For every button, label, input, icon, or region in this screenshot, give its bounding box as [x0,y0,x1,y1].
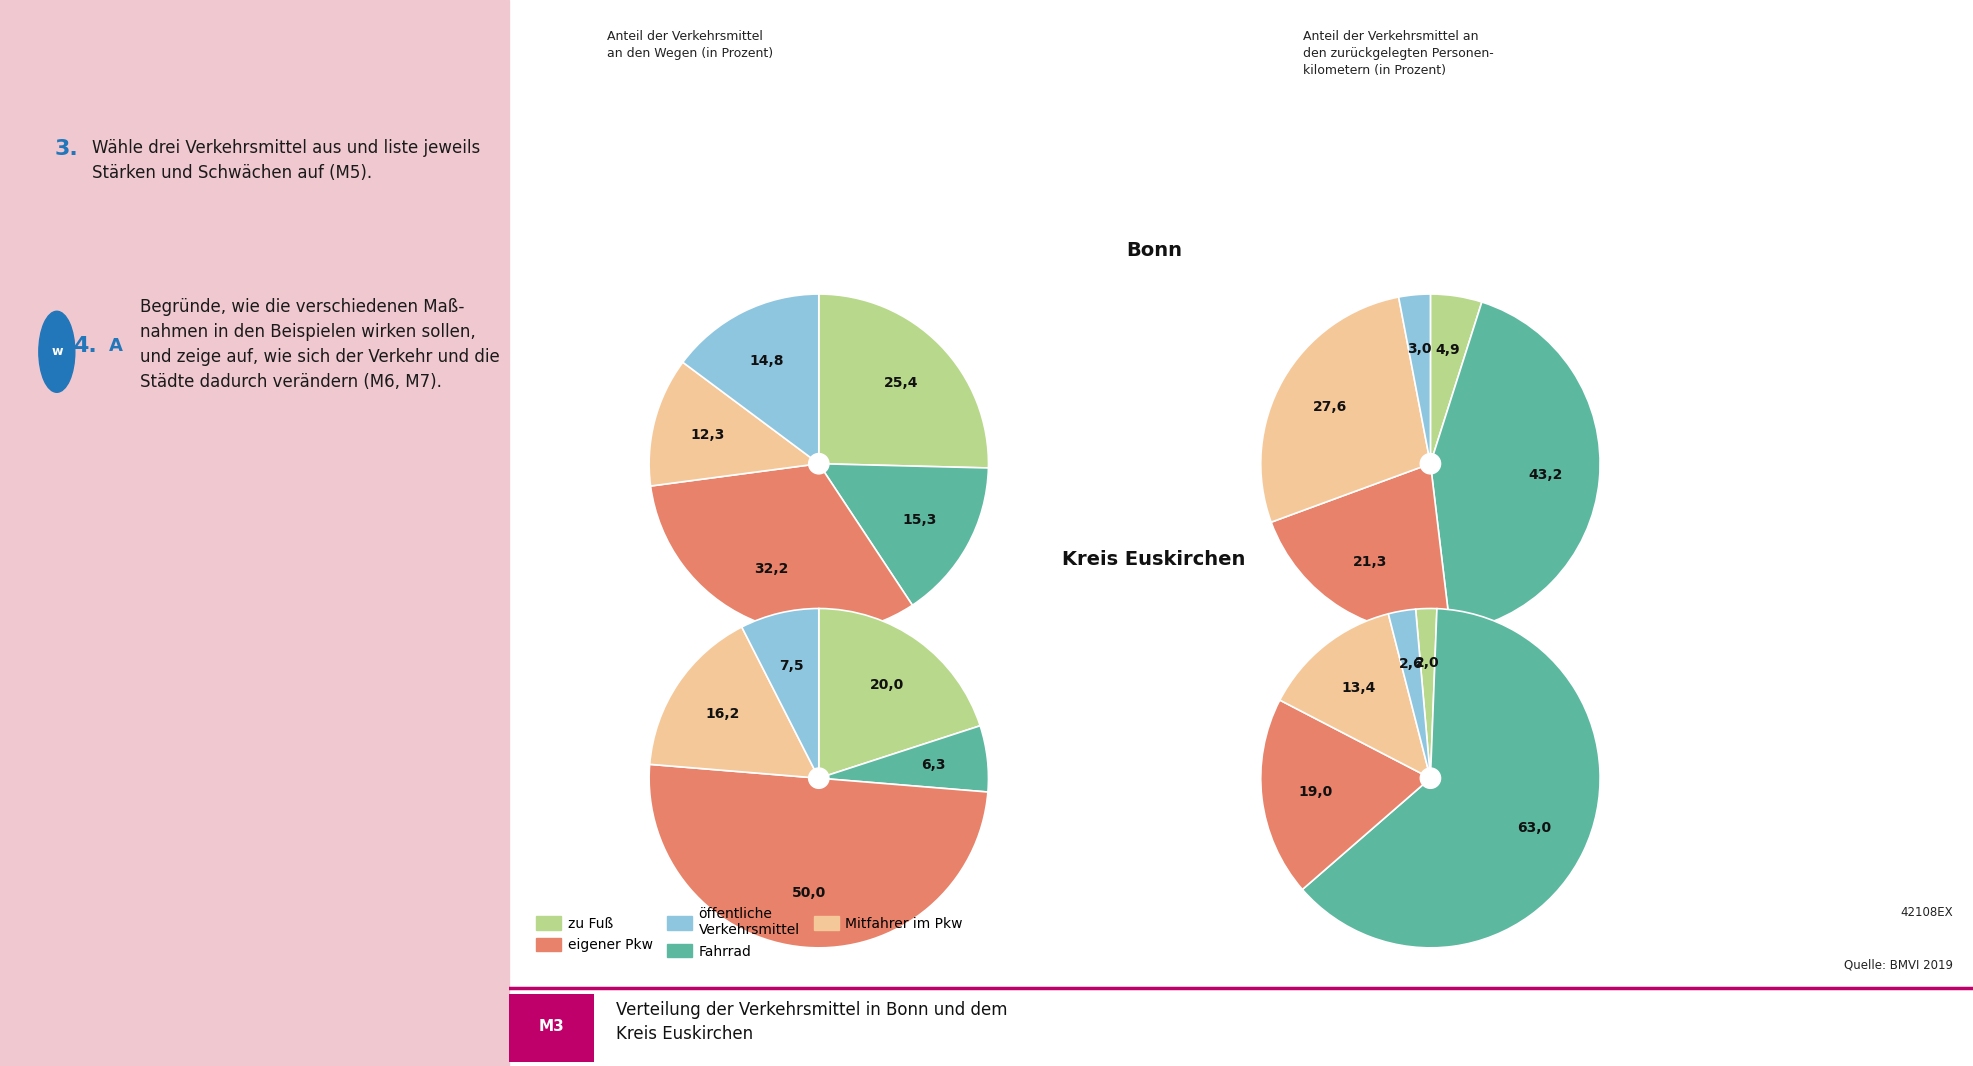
Text: Anteil der Verkehrsmittel
an den Wegen (in Prozent): Anteil der Verkehrsmittel an den Wegen (… [608,30,773,60]
Text: 42108EX: 42108EX [1900,906,1953,919]
Text: Verteilung der Verkehrsmittel in Bonn und dem
Kreis Euskirchen: Verteilung der Verkehrsmittel in Bonn un… [616,1001,1008,1043]
Legend: zu Fuß, eigener Pkw, öffentliche
Verkehrsmittel, Fahrrad, Mitfahrer im Pkw: zu Fuß, eigener Pkw, öffentliche Verkehr… [537,907,963,958]
Text: 21,3: 21,3 [1353,555,1387,569]
Text: Wähle drei Verkehrsmittel aus und liste jeweils
Stärken und Schwächen auf (M5).: Wähle drei Verkehrsmittel aus und liste … [93,139,481,181]
Text: A: A [109,338,122,355]
Text: 15,3: 15,3 [902,513,937,527]
Wedge shape [683,294,819,464]
Circle shape [809,453,829,474]
Wedge shape [819,464,988,605]
Text: 27,6: 27,6 [1312,400,1348,414]
Text: Begründe, wie die verschiedenen Maß-
nahmen in den Beispielen wirken sollen,
und: Begründe, wie die verschiedenen Maß- nah… [140,298,499,391]
Wedge shape [1430,294,1482,464]
Text: 2,6: 2,6 [1399,658,1423,672]
Text: 19,0: 19,0 [1298,785,1334,798]
Wedge shape [649,627,819,778]
Wedge shape [1389,609,1430,778]
Wedge shape [1261,700,1430,889]
Wedge shape [1399,294,1430,464]
Text: 12,3: 12,3 [691,427,724,441]
Text: w: w [51,345,63,358]
Text: Bonn: Bonn [1127,241,1182,260]
Wedge shape [1302,609,1600,948]
Text: 20,0: 20,0 [870,678,904,692]
Circle shape [1421,768,1440,789]
Text: 2,0: 2,0 [1415,656,1440,669]
Text: 32,2: 32,2 [754,562,787,576]
Text: 25,4: 25,4 [884,376,919,390]
Wedge shape [1271,464,1450,633]
Text: 7,5: 7,5 [779,659,805,673]
Circle shape [39,311,75,392]
Wedge shape [649,764,988,948]
Text: Quelle: BMVI 2019: Quelle: BMVI 2019 [1845,958,1953,971]
Text: 14,8: 14,8 [750,354,785,368]
Text: 16,2: 16,2 [706,707,740,721]
Circle shape [809,768,829,789]
Text: M3: M3 [539,1018,564,1034]
Text: 4.: 4. [73,337,97,356]
Wedge shape [819,294,988,468]
Text: 13,4: 13,4 [1342,681,1375,695]
Text: Anteil der Verkehrsmittel an
den zurückgelegten Personen-
kilometern (in Prozent: Anteil der Verkehrsmittel an den zurückg… [1302,30,1494,77]
Wedge shape [819,609,981,778]
Text: 4,9: 4,9 [1436,342,1460,357]
Text: 6,3: 6,3 [921,758,945,772]
Wedge shape [742,609,819,778]
Text: 3,0: 3,0 [1407,342,1432,356]
Wedge shape [819,726,988,792]
Text: 63,0: 63,0 [1517,821,1551,835]
Text: 43,2: 43,2 [1529,468,1563,482]
Text: 50,0: 50,0 [793,886,827,900]
Wedge shape [1430,302,1600,632]
Wedge shape [649,362,819,486]
Wedge shape [1417,609,1436,778]
Wedge shape [1261,297,1430,522]
Circle shape [1421,453,1440,474]
Text: Kreis Euskirchen: Kreis Euskirchen [1061,550,1245,569]
Wedge shape [1280,614,1430,778]
Text: 3.: 3. [55,139,79,159]
FancyBboxPatch shape [509,994,594,1062]
Wedge shape [651,464,912,633]
